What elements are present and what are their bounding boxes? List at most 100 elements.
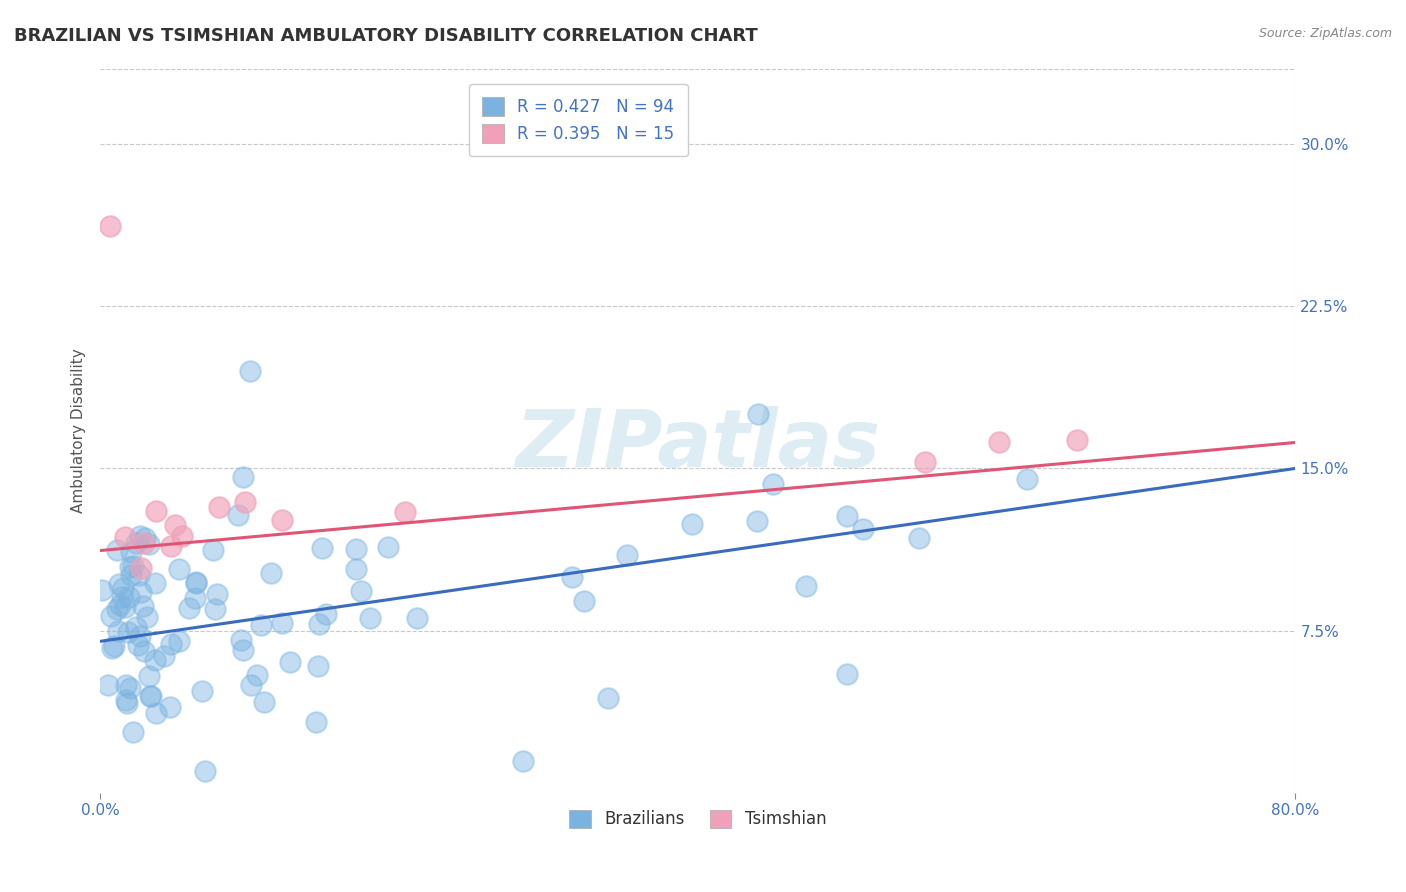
- Point: [232, 470, 254, 484]
- Point: [132, 599, 155, 614]
- Point: [129, 529, 152, 543]
- Point: [118, 590, 141, 604]
- Point: [238, 364, 260, 378]
- Point: [250, 618, 273, 632]
- Point: [117, 696, 139, 710]
- Point: [184, 591, 207, 605]
- Point: [167, 634, 190, 648]
- Point: [233, 495, 256, 509]
- Point: [114, 692, 136, 706]
- Point: [246, 668, 269, 682]
- Point: [145, 706, 167, 720]
- Point: [143, 653, 166, 667]
- Point: [987, 434, 1010, 449]
- Point: [112, 582, 135, 596]
- Point: [136, 609, 159, 624]
- Point: [105, 602, 128, 616]
- Point: [270, 513, 292, 527]
- Point: [271, 615, 294, 630]
- Point: [837, 508, 859, 523]
- Point: [228, 508, 250, 522]
- Point: [207, 587, 229, 601]
- Point: [177, 601, 200, 615]
- Point: [232, 643, 254, 657]
- Point: [191, 684, 214, 698]
- Point: [1015, 472, 1038, 486]
- Point: [208, 500, 231, 514]
- Point: [596, 691, 619, 706]
- Point: [127, 639, 149, 653]
- Point: [114, 530, 136, 544]
- Point: [239, 678, 262, 692]
- Point: [852, 522, 875, 536]
- Point: [260, 566, 283, 581]
- Point: [681, 516, 703, 531]
- Point: [747, 408, 769, 422]
- Text: ZIPatlas: ZIPatlas: [515, 406, 880, 484]
- Point: [100, 219, 122, 234]
- Point: [253, 695, 276, 709]
- Point: [159, 699, 181, 714]
- Point: [100, 640, 122, 655]
- Point: [117, 624, 139, 639]
- Point: [796, 579, 818, 593]
- Point: [114, 599, 136, 614]
- Point: [134, 643, 156, 657]
- Point: [128, 629, 150, 643]
- Point: [170, 529, 193, 543]
- Point: [308, 616, 330, 631]
- Point: [107, 624, 129, 638]
- Point: [138, 537, 160, 551]
- Point: [194, 764, 217, 778]
- Point: [91, 583, 114, 598]
- Point: [307, 658, 329, 673]
- Point: [1066, 433, 1088, 447]
- Point: [229, 632, 252, 647]
- Point: [120, 545, 142, 559]
- Point: [107, 577, 129, 591]
- Point: [105, 542, 128, 557]
- Point: [115, 678, 138, 692]
- Text: Source: ZipAtlas.com: Source: ZipAtlas.com: [1258, 27, 1392, 40]
- Point: [344, 542, 367, 557]
- Point: [103, 640, 125, 654]
- Point: [145, 504, 167, 518]
- Point: [111, 590, 134, 604]
- Point: [163, 517, 186, 532]
- Point: [160, 539, 183, 553]
- Point: [128, 568, 150, 582]
- Point: [108, 598, 131, 612]
- Point: [160, 637, 183, 651]
- Point: [377, 541, 399, 555]
- Point: [315, 607, 337, 622]
- Point: [139, 689, 162, 703]
- Point: [122, 725, 145, 739]
- Point: [908, 532, 931, 546]
- Point: [138, 669, 160, 683]
- Point: [359, 611, 381, 625]
- Point: [350, 583, 373, 598]
- Point: [132, 536, 155, 550]
- Point: [125, 620, 148, 634]
- Point: [125, 536, 148, 550]
- Point: [129, 561, 152, 575]
- Point: [280, 656, 302, 670]
- Point: [204, 601, 226, 615]
- Point: [762, 477, 785, 491]
- Point: [311, 541, 333, 555]
- Point: [305, 714, 328, 729]
- Point: [616, 548, 638, 562]
- Point: [405, 611, 427, 625]
- Point: [561, 570, 583, 584]
- Point: [120, 559, 142, 574]
- Point: [837, 666, 859, 681]
- Point: [572, 594, 595, 608]
- Point: [153, 649, 176, 664]
- Point: [139, 689, 162, 703]
- Point: [100, 609, 122, 624]
- Text: BRAZILIAN VS TSIMSHIAN AMBULATORY DISABILITY CORRELATION CHART: BRAZILIAN VS TSIMSHIAN AMBULATORY DISABI…: [14, 27, 758, 45]
- Point: [143, 575, 166, 590]
- Point: [169, 562, 191, 576]
- Point: [745, 515, 768, 529]
- Point: [512, 754, 534, 768]
